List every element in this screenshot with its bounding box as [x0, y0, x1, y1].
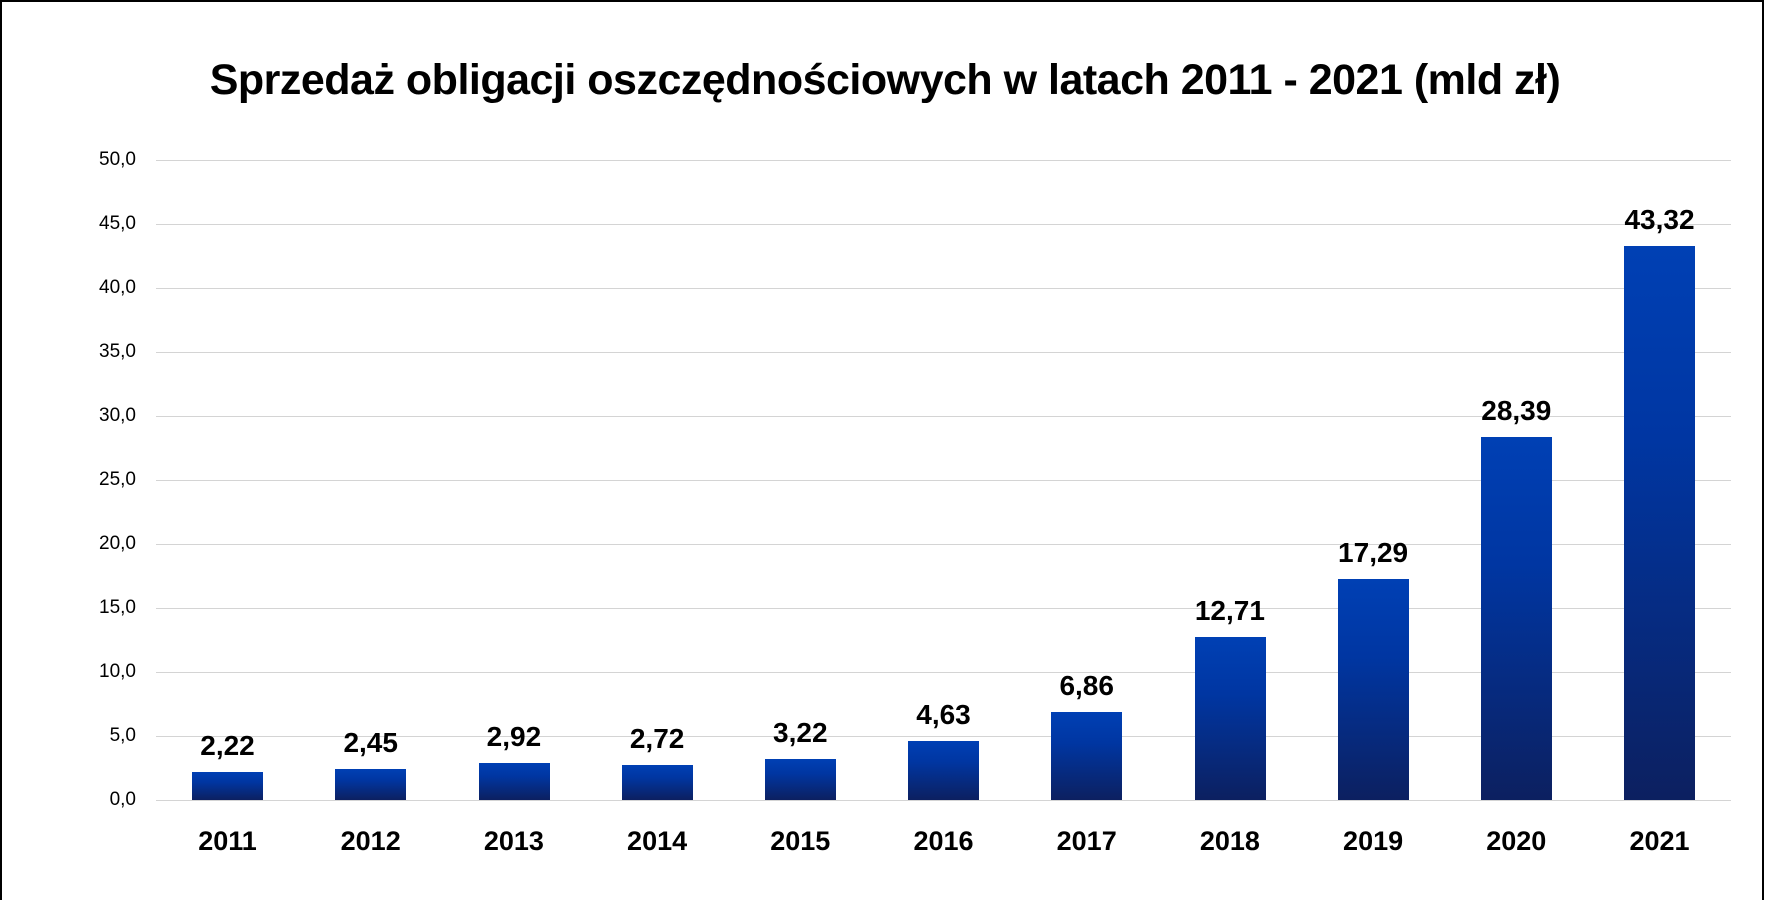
value-label: 28,39: [1481, 394, 1552, 426]
value-label: 2,22: [200, 729, 255, 761]
bar-2013: [478, 762, 550, 800]
x-tick-label: 2019: [1343, 826, 1404, 856]
x-tick-label: 2011: [198, 826, 257, 856]
value-label: 2,72: [629, 723, 685, 755]
bar-2012: [335, 768, 407, 800]
value-label: 4,63: [916, 698, 971, 730]
gridline: [156, 416, 1731, 417]
gridline: [156, 160, 1731, 161]
value-label: 6,86: [1059, 670, 1114, 702]
chart-title: Sprzedaż obligacji oszczędnościowych w l…: [209, 56, 1561, 104]
y-tick-label: 45,0: [99, 213, 136, 234]
bar-2014: [621, 765, 693, 800]
value-label: 17,29: [1338, 536, 1409, 568]
y-tick-label: 0,0: [109, 789, 136, 810]
y-tick-label: 5,0: [109, 725, 136, 746]
y-tick-label: 40,0: [99, 277, 136, 298]
x-tick-label: 2020: [1486, 826, 1547, 856]
gridline: [156, 288, 1731, 289]
x-tick-label: 2017: [1056, 826, 1117, 856]
y-tick-label: 35,0: [99, 341, 136, 362]
value-label: 12,71: [1194, 595, 1265, 627]
y-tick-label: 30,0: [99, 405, 136, 426]
bar-2019: [1337, 578, 1409, 800]
gridline: [156, 800, 1731, 801]
x-tick-label: 2013: [483, 826, 544, 856]
value-label: 2,45: [343, 726, 398, 758]
bar-2016: [908, 740, 980, 800]
bar-2015: [764, 758, 836, 800]
gridline: [156, 672, 1731, 673]
bar-2018: [1194, 637, 1266, 800]
gridline: [156, 352, 1731, 353]
gridline: [156, 608, 1731, 609]
bar-2020: [1480, 436, 1552, 800]
gridline: [156, 544, 1731, 545]
y-tick-label: 15,0: [99, 597, 136, 618]
x-tick-label: 2012: [340, 826, 401, 856]
y-tick-label: 50,0: [99, 149, 136, 170]
value-label: 2,92: [486, 720, 542, 752]
x-tick-label: 2014: [627, 826, 688, 856]
x-tick-label: 2021: [1629, 826, 1690, 856]
gridline: [156, 480, 1731, 481]
y-tick-label: 25,0: [99, 469, 136, 490]
y-tick-label: 10,0: [99, 661, 136, 682]
bar-2017: [1051, 712, 1123, 800]
gridline: [156, 736, 1731, 737]
gridline: [156, 224, 1731, 225]
value-label: 3,22: [773, 716, 828, 748]
x-tick-label: 2015: [770, 826, 831, 856]
x-tick-label: 2016: [913, 826, 974, 856]
value-label: 43,32: [1624, 203, 1695, 235]
bar-2011: [192, 771, 264, 800]
x-tick-label: 2018: [1199, 826, 1260, 856]
bar-2021: [1624, 245, 1696, 800]
y-tick-label: 20,0: [99, 533, 136, 554]
